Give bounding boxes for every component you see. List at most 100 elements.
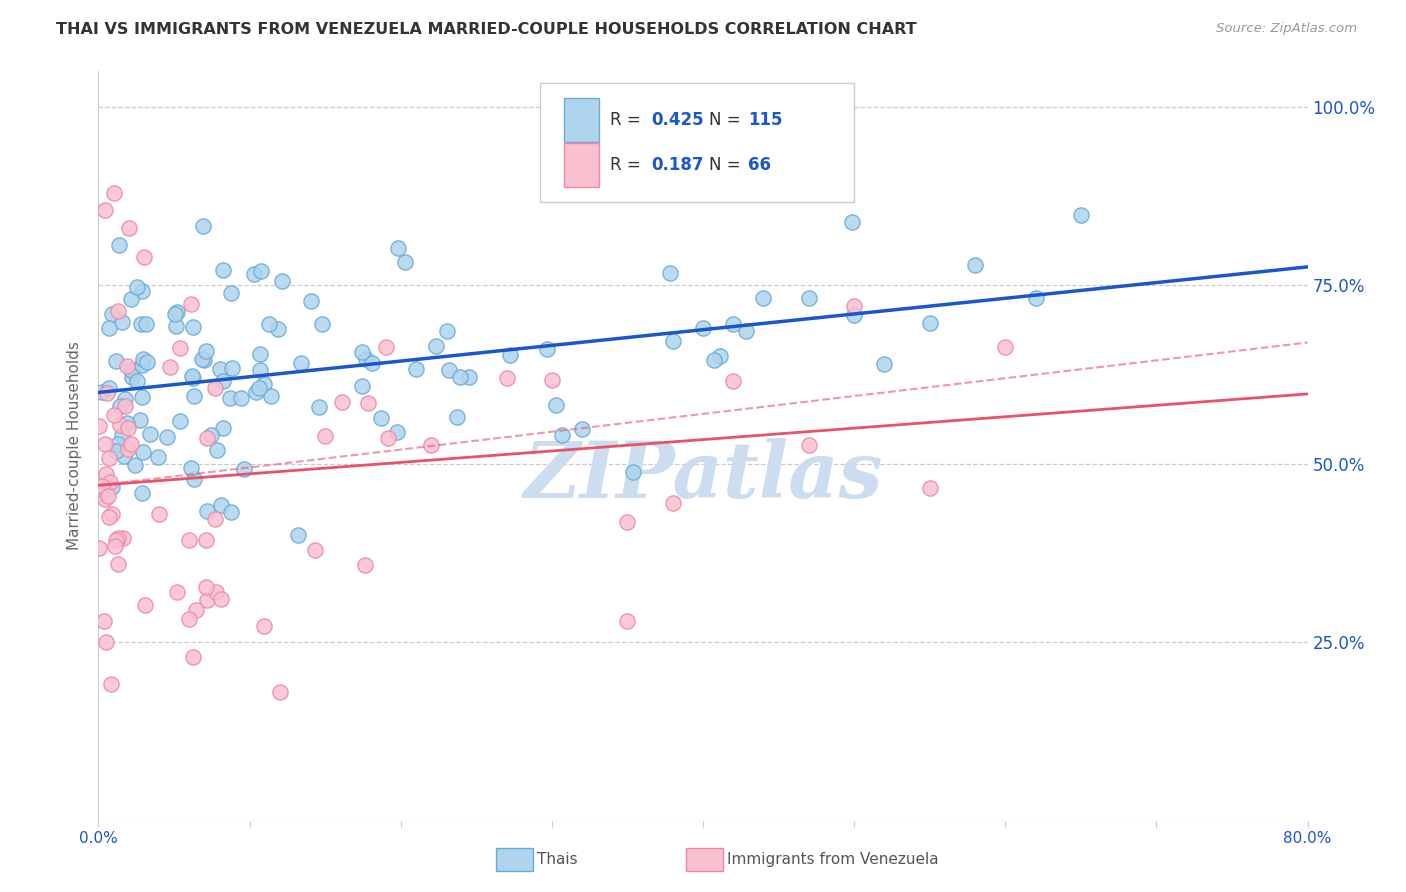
Point bbox=[723, 318, 745, 332]
Point bbox=[436, 324, 458, 338]
Point bbox=[169, 413, 191, 427]
Point bbox=[180, 297, 202, 311]
Point bbox=[308, 400, 330, 414]
Point bbox=[616, 515, 638, 529]
Point bbox=[844, 299, 866, 313]
Point bbox=[110, 399, 132, 413]
Text: THAI VS IMMIGRANTS FROM VENEZUELA MARRIED-COUPLE HOUSEHOLDS CORRELATION CHART: THAI VS IMMIGRANTS FROM VENEZUELA MARRIE… bbox=[56, 22, 917, 37]
Point bbox=[96, 634, 118, 648]
Point bbox=[735, 324, 758, 338]
Point bbox=[661, 334, 683, 348]
Point bbox=[194, 580, 217, 594]
Point bbox=[132, 250, 155, 264]
Point bbox=[361, 356, 384, 370]
Point bbox=[394, 254, 416, 268]
Point bbox=[98, 475, 121, 489]
Point bbox=[98, 321, 121, 335]
Point bbox=[112, 449, 135, 463]
Point bbox=[107, 557, 129, 571]
Y-axis label: Married-couple Households: Married-couple Households bbox=[67, 342, 83, 550]
Point bbox=[181, 319, 204, 334]
Point bbox=[183, 389, 205, 403]
Point bbox=[101, 507, 124, 521]
Point bbox=[420, 438, 443, 452]
Point bbox=[125, 375, 148, 389]
Point bbox=[101, 307, 124, 321]
Point bbox=[299, 293, 322, 308]
Point bbox=[117, 421, 139, 435]
Point bbox=[184, 602, 207, 616]
Point bbox=[253, 619, 276, 633]
Point bbox=[918, 481, 941, 495]
Point bbox=[120, 292, 142, 306]
Point bbox=[120, 437, 142, 451]
Point bbox=[131, 358, 153, 372]
Point bbox=[218, 392, 240, 406]
Point bbox=[377, 431, 399, 445]
Point bbox=[114, 399, 136, 413]
Point bbox=[118, 221, 141, 235]
Point bbox=[219, 285, 242, 300]
Point bbox=[103, 186, 125, 200]
Point bbox=[166, 305, 188, 319]
Point bbox=[134, 598, 156, 612]
Point bbox=[209, 592, 232, 607]
Point bbox=[194, 533, 217, 548]
Point bbox=[108, 418, 131, 433]
Point bbox=[269, 685, 291, 699]
Point bbox=[100, 677, 122, 691]
Point bbox=[844, 308, 866, 322]
Point bbox=[98, 510, 121, 524]
Point bbox=[111, 531, 134, 545]
Text: 66: 66 bbox=[748, 156, 770, 174]
Point bbox=[709, 349, 731, 363]
Point bbox=[87, 419, 110, 434]
Point bbox=[752, 291, 775, 305]
Point bbox=[195, 503, 218, 517]
FancyBboxPatch shape bbox=[564, 98, 599, 142]
Point bbox=[658, 266, 681, 280]
Point bbox=[181, 649, 204, 664]
Point bbox=[111, 315, 134, 329]
Point bbox=[357, 396, 380, 410]
Point bbox=[304, 543, 326, 558]
Point bbox=[616, 614, 638, 628]
Point bbox=[253, 377, 276, 392]
Point bbox=[232, 462, 254, 476]
Text: R =: R = bbox=[610, 156, 645, 174]
Text: N =: N = bbox=[709, 156, 747, 174]
Point bbox=[114, 392, 136, 406]
Point bbox=[219, 506, 242, 520]
Point bbox=[131, 486, 153, 500]
Point bbox=[260, 388, 283, 402]
Point bbox=[108, 237, 131, 252]
Point bbox=[571, 422, 593, 436]
Point bbox=[499, 348, 522, 362]
Text: Immigrants from Venezuela: Immigrants from Venezuela bbox=[727, 853, 939, 867]
Point bbox=[249, 347, 271, 361]
Point bbox=[129, 318, 152, 332]
Point bbox=[101, 480, 124, 494]
Point bbox=[245, 385, 267, 400]
Point bbox=[212, 262, 235, 277]
Point bbox=[437, 363, 460, 377]
Point bbox=[124, 458, 146, 472]
Point bbox=[405, 362, 427, 376]
Point bbox=[98, 381, 121, 395]
Point bbox=[723, 374, 745, 388]
Point bbox=[370, 411, 392, 425]
Text: ZIPatlas: ZIPatlas bbox=[523, 438, 883, 514]
Point bbox=[125, 280, 148, 294]
FancyBboxPatch shape bbox=[540, 83, 855, 202]
Point bbox=[374, 340, 396, 354]
Point bbox=[180, 460, 202, 475]
Point bbox=[107, 304, 129, 318]
Text: N =: N = bbox=[709, 112, 747, 129]
Point bbox=[385, 425, 408, 439]
Point bbox=[540, 373, 562, 387]
Point bbox=[120, 363, 142, 377]
Point bbox=[117, 442, 139, 457]
Point bbox=[155, 430, 177, 444]
Point bbox=[458, 369, 481, 384]
Point bbox=[425, 339, 447, 353]
